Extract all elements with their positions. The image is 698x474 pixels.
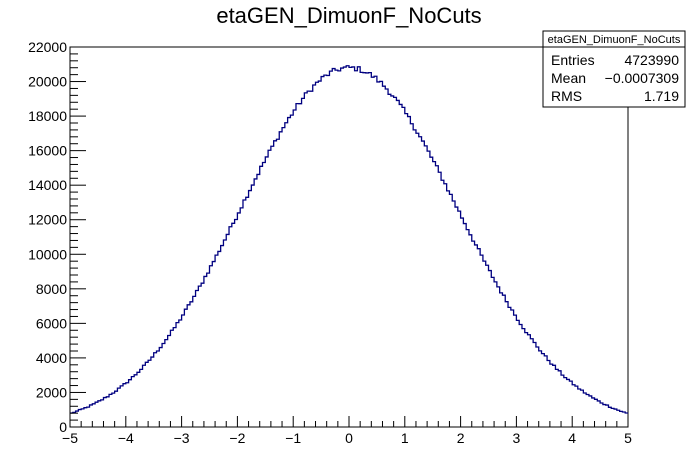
x-tick-label: 5 [624,430,632,446]
y-tick-label: 2000 [36,384,67,400]
y-tick-label: 14000 [28,177,67,193]
x-tick-label: 0 [345,430,353,446]
stats-entries-value: 4723990 [624,52,679,68]
y-tick-label: 16000 [28,143,67,159]
x-axis: −5 −4 −3 −2 −1 0 1 2 3 4 5 [62,416,632,446]
y-tick-label: 8000 [36,281,67,297]
y-tick-label: 6000 [36,315,67,331]
y-tick-label: 4000 [36,350,67,366]
x-tick-label: −1 [285,430,301,446]
stats-title: etaGEN_DimuonF_NoCuts [548,34,681,46]
stats-rms-label: RMS [551,88,582,104]
stats-rms-value: 1.719 [644,88,679,104]
x-tick-label: 4 [568,430,576,446]
x-tick-label: −5 [62,430,78,446]
y-tick-label: 22000 [28,39,67,55]
stats-mean-value: −0.0007309 [605,70,680,86]
histogram-series [70,65,628,414]
y-tick-label: 10000 [28,246,67,262]
y-tick-label: 0 [59,419,67,435]
stats-entries-label: Entries [551,52,595,68]
y-axis: 0 2000 4000 6000 8000 10000 12000 14000 16000 180… [28,39,86,435]
stats-mean-label: Mean [551,70,586,86]
stats-box: etaGEN_DimuonF_NoCuts Entries 4723990 Me… [542,30,686,108]
x-tick-label: 3 [513,430,521,446]
x-tick-label: 2 [457,430,465,446]
x-tick-label: −2 [229,430,245,446]
y-tick-label: 18000 [28,108,67,124]
x-tick-label: −3 [174,430,190,446]
x-tick-label: −4 [118,430,134,446]
x-tick-label: 1 [401,430,409,446]
y-tick-label: 20000 [28,74,67,90]
y-tick-label: 12000 [28,212,67,228]
chart-title: etaGEN_DimuonF_NoCuts [216,3,481,28]
